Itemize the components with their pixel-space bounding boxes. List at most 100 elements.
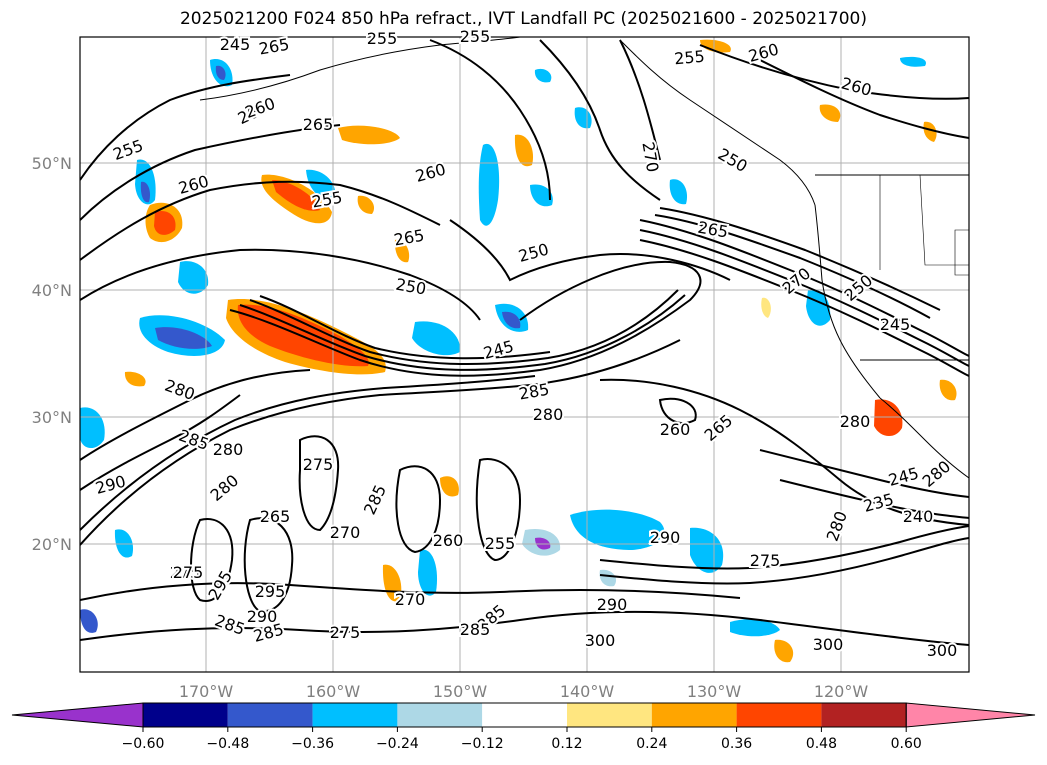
colorbar-segment (143, 703, 228, 727)
contour-label-halo: 270 (395, 590, 426, 609)
contour-label: 245 (880, 315, 911, 334)
colorbar-segment (736, 703, 822, 727)
map-title: 2025021200 F024 850 hPa refract., IVT La… (179, 9, 867, 29)
colorbar: −0.60 −0.48 −0.36 −0.24 −0.12 0.12 0.24 0.36 0.4… (11, 702, 1036, 752)
contour-line (259, 295, 551, 360)
colorbar-extend-high (905, 702, 1036, 728)
contour-label-halo: 265 (303, 115, 334, 134)
shade-negative-blob (534, 68, 552, 83)
colorbar-tick-label: −0.12 (461, 736, 504, 752)
shade-positive-blob (774, 639, 794, 663)
shade-positive-blob (440, 476, 459, 497)
contour-label-halo: 275 (170, 563, 201, 582)
contour-line (80, 394, 241, 491)
contour-label: 275 (170, 563, 201, 582)
colorbar-tick-label: −0.36 (291, 736, 334, 752)
contour-line (779, 479, 969, 519)
contour-line (599, 378, 969, 526)
shade-strong-negative-blob (502, 311, 521, 329)
lat-label-30n: 30°N (32, 408, 72, 427)
contour-line (619, 39, 661, 161)
shade-negative-blob (570, 509, 665, 550)
contour-line (699, 44, 969, 100)
colorbar-segment (482, 703, 567, 727)
shade-positive-blob (700, 39, 731, 53)
contour-line (395, 465, 442, 554)
contour-label-halo: 275 (750, 551, 781, 570)
colorbar-segment (227, 703, 313, 727)
contour-line (449, 219, 731, 282)
contour-line (190, 518, 234, 602)
contour-label: 275 (750, 551, 781, 570)
colorbar-tick-label: −0.48 (206, 736, 249, 752)
contour-label: 285 (460, 620, 491, 639)
colorbar-segment (821, 703, 907, 727)
contour-label: 260 (433, 531, 464, 550)
colorbar-outline (142, 702, 907, 728)
contour-label-halo: 260 (433, 531, 464, 550)
lat-label-40n: 40°N (32, 281, 72, 300)
contour-label: 255 (673, 47, 705, 69)
shade-negative-blob (478, 143, 500, 226)
contour-label-halo: 255 (485, 534, 516, 553)
state-borders (879, 174, 969, 276)
contour-label-halo: 240 (903, 507, 934, 526)
contour-label: 275 (173, 563, 204, 582)
shade-negative-blob (80, 609, 98, 633)
shade-negative-blob (669, 179, 688, 205)
shade-negative-blob (730, 619, 780, 637)
lat-label-50n: 50°N (32, 154, 72, 173)
contour-label-halo: 290 (597, 595, 628, 614)
contour-label: 255 (485, 534, 516, 553)
contour-line (759, 449, 969, 498)
contour-label: 290 (597, 595, 628, 614)
contour-label-halo: 285 (460, 620, 491, 639)
contour-label: 300 (927, 641, 958, 660)
lon-axis: 170°W 160°W 150°W 140°W 130°W 120°W (179, 682, 869, 701)
contour-label: 280 (533, 405, 564, 424)
contour-line (80, 369, 311, 461)
shade-positive-blob (124, 371, 146, 387)
contour-label-halo: 275 (173, 563, 204, 582)
colorbar-tick-label: −0.24 (376, 736, 419, 752)
shade-strong-blob (154, 210, 176, 235)
shade-positive-blob (761, 297, 771, 318)
contour-label: 290 (247, 607, 278, 626)
colorbar-extend-low (11, 702, 144, 728)
contour-line (539, 39, 661, 201)
contour-label: 275 (330, 623, 361, 642)
colorbar-tick-label: 0.24 (636, 736, 667, 752)
contour-line (80, 582, 741, 601)
lon-label-170w: 170°W (179, 682, 234, 701)
contour-label-halo: 300 (927, 641, 958, 660)
contour-line (80, 339, 681, 546)
contour-line (80, 248, 481, 321)
shade-strong-negative-blob (140, 181, 151, 203)
shade-positive-blob (819, 104, 841, 122)
lat-label-20n: 20°N (32, 535, 72, 554)
contour-label: 245 (220, 35, 251, 54)
shade-negative-blob (599, 569, 617, 587)
coastlines (199, 37, 969, 479)
contour-label: 300 (813, 635, 844, 654)
contour-label: 295 (255, 582, 286, 601)
shade-strong-negative-blob (155, 327, 212, 349)
shade-positive-blob (939, 379, 957, 401)
colorbar-tick-label: −0.60 (122, 736, 165, 752)
contour-line (80, 124, 341, 221)
contour-label: 275 (303, 455, 334, 474)
contour-label-halo: 255 (673, 47, 705, 69)
shade-negative-blob (178, 261, 209, 294)
contour-label-halo: 290 (247, 607, 278, 626)
lon-label-160w: 160°W (306, 682, 361, 701)
contour-label: 255 (367, 29, 398, 48)
shade-strong-negative-blob (215, 65, 226, 80)
contour-label-halo: 295 (255, 582, 286, 601)
contour-line (759, 59, 969, 139)
contour-line (639, 239, 969, 377)
contour-line (80, 610, 969, 646)
contour-label: 290 (650, 528, 681, 547)
contour-label-halo: 255 (367, 29, 398, 48)
contour-line (599, 537, 969, 585)
